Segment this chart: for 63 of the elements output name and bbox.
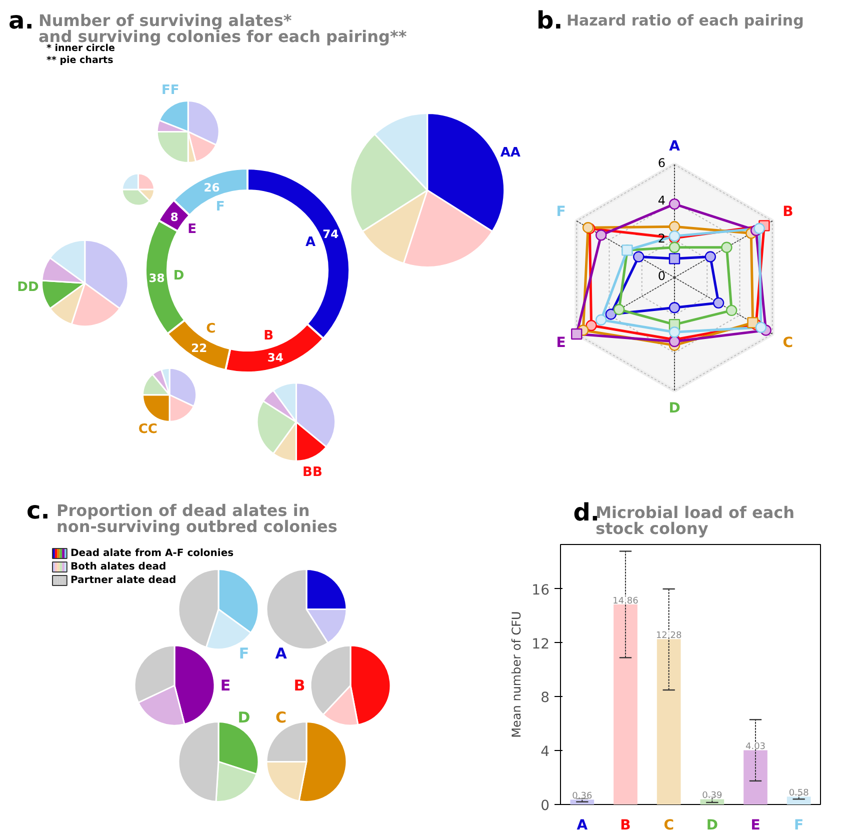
y-tick-label: 4 [540, 744, 550, 760]
slice-label: E [220, 676, 231, 694]
y-tick-label: 12 [532, 636, 550, 652]
slice-label: FF [162, 82, 180, 98]
x-tick-label: B [620, 818, 631, 834]
slice-label: DD [17, 280, 39, 296]
data-label: 8 [170, 210, 178, 224]
y-axis-title: Mean number of CFU [510, 611, 524, 738]
chart-title: Proportion of dead alates in non-surviving outbred colonies [56, 501, 338, 536]
slice-label: CC [138, 422, 158, 437]
slice-label: B [294, 676, 306, 694]
slice-label: AA [500, 146, 520, 161]
text: a. [8, 6, 34, 34]
y-tick-label: 6 [658, 156, 666, 170]
spoke-label: B [782, 204, 794, 220]
legend-label: Dead alate from A-F colonies [70, 548, 234, 559]
data-label: 22 [191, 341, 208, 356]
y-tick-label: 0 [658, 269, 666, 283]
chart-title: Hazard ratio of each pairing [566, 12, 804, 30]
spoke-label: E [556, 335, 566, 351]
y-tick-label: 4 [658, 194, 666, 208]
slice-label: F [238, 644, 250, 662]
data-label: 26 [204, 180, 220, 194]
slice-label: BB [302, 465, 322, 480]
data-label: 74 [322, 226, 339, 241]
x-tick-label: C [664, 818, 674, 834]
slice-label: A [275, 644, 288, 662]
spoke-label: F [556, 204, 566, 220]
slice-label: B [264, 328, 274, 344]
y-tick-label: 8 [540, 690, 550, 706]
slice-label: C [206, 321, 216, 336]
spoke-label: C [782, 335, 794, 351]
text: * inner circle [46, 43, 115, 54]
slice-label: C [275, 708, 287, 727]
text: c. [26, 496, 50, 524]
legend-label: Partner alate dead [70, 575, 176, 586]
slice-label: A [305, 234, 316, 250]
text: ** pie charts [46, 55, 114, 66]
x-tick-label: F [794, 818, 804, 834]
text: b. [536, 6, 563, 34]
data-label: 0.58 [788, 788, 810, 799]
data-label: 4.03 [745, 742, 766, 752]
chart-title: Microbial load of each stock colony [596, 503, 795, 538]
spoke-label: D [668, 400, 680, 416]
data-label: 12.28 [656, 631, 682, 642]
bar [614, 604, 638, 804]
x-tick-label: D [706, 818, 718, 834]
y-tick-label: 16 [532, 582, 550, 598]
data-label: 38 [148, 271, 165, 286]
slice-label: F [216, 200, 225, 215]
data-label: 14.86 [612, 596, 639, 606]
spoke-label: A [669, 138, 680, 154]
bar [744, 750, 768, 804]
x-tick-label: A [576, 818, 588, 834]
data-label: 0.39 [702, 791, 722, 802]
x-tick-label: E [750, 818, 760, 834]
legend-label: Both alates dead [70, 562, 166, 572]
y-tick-label: 0 [540, 798, 550, 814]
slice-label: D [238, 708, 250, 727]
bar [656, 639, 681, 804]
slice-label: D [173, 268, 184, 284]
slice-label: E [188, 222, 197, 237]
data-label: 34 [267, 350, 284, 365]
